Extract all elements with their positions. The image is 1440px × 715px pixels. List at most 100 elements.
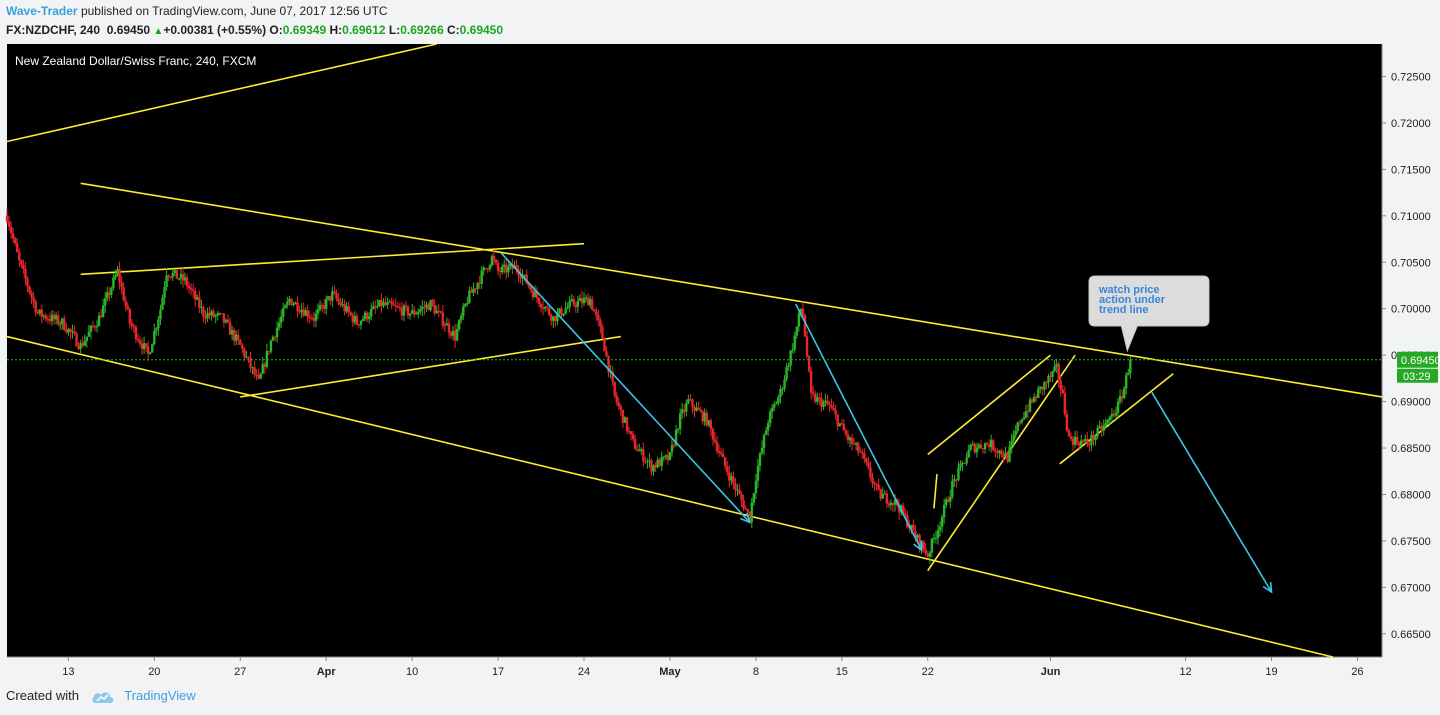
rising-wedge-bottom-trendline <box>927 354 1076 572</box>
candle-body <box>138 340 142 344</box>
candle-body <box>24 268 27 279</box>
candle-body <box>286 301 289 306</box>
low-label: L: <box>388 23 401 37</box>
candle-body <box>445 323 449 326</box>
candle-body <box>1106 419 1110 424</box>
candle-body <box>809 370 813 393</box>
candle-body <box>482 267 485 271</box>
candle-body <box>363 312 367 320</box>
candle-body <box>562 313 565 316</box>
bar-timer-value: 03:29 <box>1403 371 1431 383</box>
candle-body <box>77 346 80 349</box>
candle-body <box>969 444 972 450</box>
candle-body <box>668 452 672 460</box>
candle-body <box>685 403 688 412</box>
candle-body <box>683 409 686 412</box>
candle-body <box>163 286 166 298</box>
candle-body <box>22 264 25 269</box>
candle-body <box>838 423 841 427</box>
candle-body <box>374 306 377 308</box>
candle-body <box>372 306 375 309</box>
candle-body <box>533 291 537 298</box>
candle-body <box>296 302 299 312</box>
candle-body <box>807 356 811 371</box>
candle-body <box>243 348 246 357</box>
candle-body <box>365 312 369 320</box>
candle-body <box>173 270 176 274</box>
candle-body <box>654 465 657 468</box>
callout-note[interactable]: watch price action under trend line <box>1088 275 1210 353</box>
candle-body <box>410 310 414 314</box>
candle-body <box>1037 388 1040 399</box>
candle-body <box>771 407 774 412</box>
candle-body <box>308 316 312 318</box>
candle-body <box>353 316 357 323</box>
candle-body <box>453 330 457 341</box>
candle-body <box>605 351 608 356</box>
candle-body <box>805 336 809 357</box>
x-tick-label: 20 <box>148 666 160 678</box>
candle-body <box>38 309 41 314</box>
candle-body <box>302 309 305 316</box>
candle-body <box>983 443 987 450</box>
candle-body <box>904 513 907 515</box>
author-link[interactable]: Wave-Trader <box>6 4 78 18</box>
candle-body <box>889 502 893 506</box>
candle-body <box>282 308 285 317</box>
current-price-badge <box>1397 351 1438 368</box>
candle-body <box>947 499 950 502</box>
candle-body <box>959 463 962 468</box>
candle-body <box>689 399 692 401</box>
candle-body <box>1090 434 1093 445</box>
candle-body <box>382 302 385 307</box>
candle-body <box>228 322 232 335</box>
candle-body <box>586 297 590 306</box>
candle-body <box>877 484 880 490</box>
arrow-layer <box>500 252 1273 594</box>
candle-body <box>887 503 891 506</box>
candle-body <box>46 318 50 320</box>
candle-body <box>329 296 332 301</box>
candle-body <box>816 397 819 402</box>
candle-body <box>803 315 807 337</box>
candle-body <box>112 277 115 289</box>
candle-body <box>175 270 179 279</box>
candle-body <box>249 357 252 368</box>
candle-body <box>44 315 48 319</box>
candle-body <box>742 500 745 509</box>
candle-body <box>490 255 494 266</box>
candle-body <box>370 308 373 317</box>
impulse-arrow-2-head <box>913 540 923 552</box>
candle-body <box>652 465 655 472</box>
candle-body <box>257 374 260 379</box>
candle-body <box>110 288 113 295</box>
candle-body <box>850 437 854 444</box>
candle-body <box>623 417 627 423</box>
candle-body <box>1112 413 1116 416</box>
y-tick-label: 0.69000 <box>1391 397 1431 409</box>
candle-body <box>234 334 238 341</box>
candle-body <box>961 462 964 464</box>
tradingview-brand-link[interactable]: TradingView <box>124 688 196 703</box>
candle-body <box>496 262 500 272</box>
candle-body <box>789 350 792 366</box>
candle-body <box>944 499 948 505</box>
candle-body <box>828 404 831 406</box>
candle-body <box>185 277 189 287</box>
candle-body <box>836 414 839 427</box>
candle-body <box>934 537 938 539</box>
candle-body <box>926 553 929 557</box>
candle-body <box>854 442 858 445</box>
candle-body <box>392 304 395 306</box>
candle-body <box>957 467 960 481</box>
candle-body <box>674 429 678 446</box>
candle-body <box>122 287 125 301</box>
candle-body <box>142 343 146 350</box>
candle-body <box>942 504 946 518</box>
price-chart[interactable]: New Zealand Dollar/Swiss Franc, 240, FXC… <box>0 44 1440 684</box>
candle-body <box>120 282 123 288</box>
x-tick-label: 12 <box>1179 666 1191 678</box>
candle-body <box>953 479 956 482</box>
candle-body <box>108 292 111 295</box>
candle-body <box>9 226 13 234</box>
